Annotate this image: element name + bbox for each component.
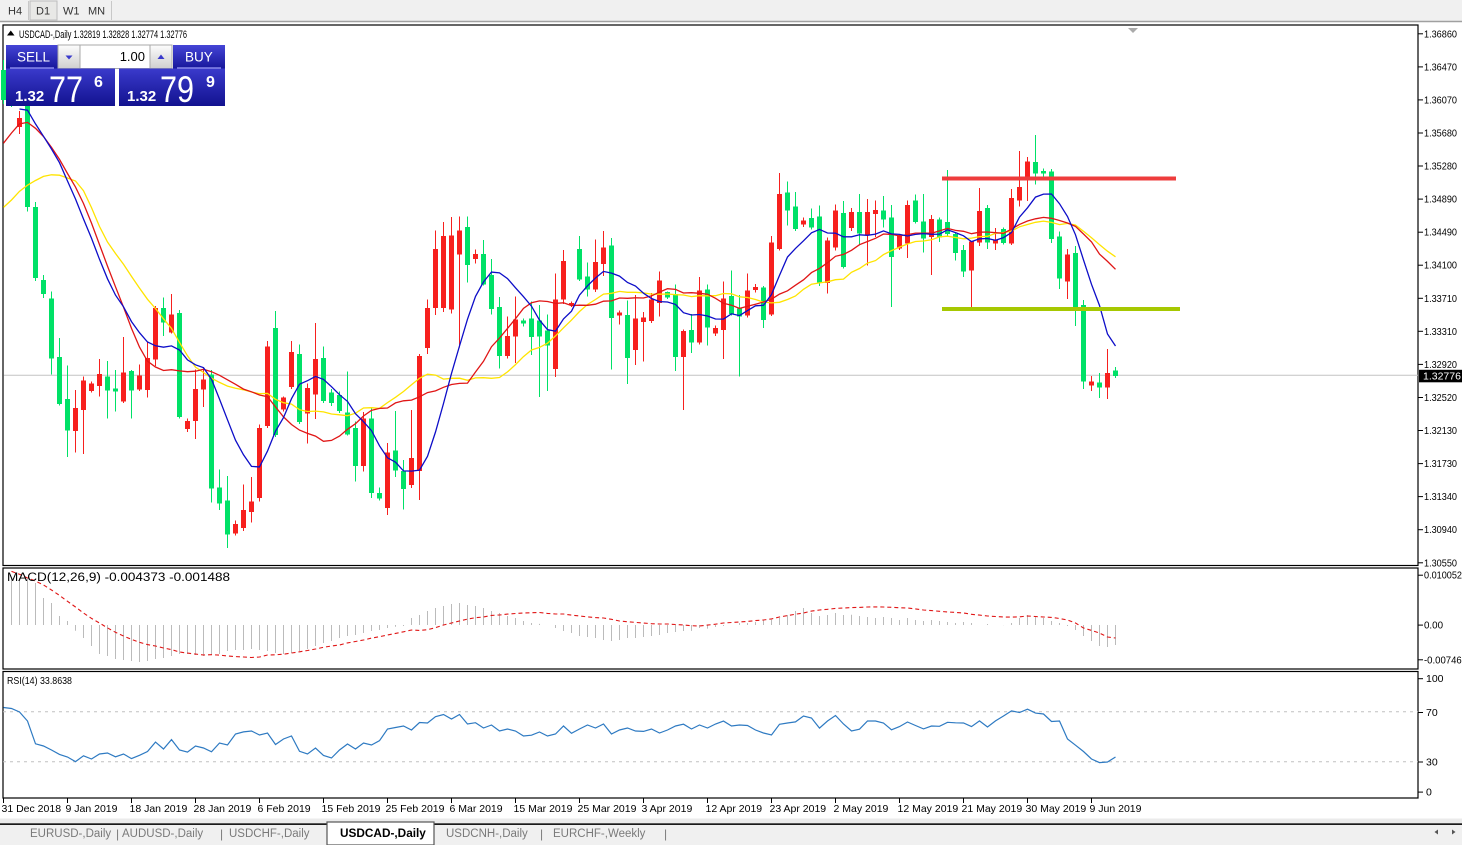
svg-text:MACD(12,26,9) -0.004373 -0.001: MACD(12,26,9) -0.004373 -0.001488 — [7, 570, 230, 584]
svg-text:23 Apr 2019: 23 Apr 2019 — [770, 803, 827, 815]
svg-text:21 May 2019: 21 May 2019 — [962, 803, 1023, 815]
svg-text:0.00: 0.00 — [1424, 620, 1443, 632]
svg-text:0.010052: 0.010052 — [1424, 570, 1462, 582]
svg-text:1.34890: 1.34890 — [1424, 194, 1457, 206]
svg-text:1.32: 1.32 — [127, 88, 156, 105]
svg-text:USDCHF-,Daily: USDCHF-,Daily — [229, 828, 310, 840]
svg-text:12 Apr 2019: 12 Apr 2019 — [706, 803, 763, 815]
svg-text:77: 77 — [49, 69, 83, 110]
svg-text:6 Mar 2019: 6 Mar 2019 — [450, 803, 503, 815]
svg-text:EURUSD-,Daily: EURUSD-,Daily — [30, 828, 111, 840]
svg-text:1.34100: 1.34100 — [1424, 260, 1457, 272]
svg-text:6: 6 — [94, 74, 103, 91]
svg-text:9 Jun 2019: 9 Jun 2019 — [1090, 803, 1142, 815]
svg-text:USDCAD-,Daily 1.32819 1.32828: USDCAD-,Daily 1.32819 1.32828 1.32774 1.… — [19, 29, 187, 41]
svg-text:0: 0 — [1426, 787, 1432, 799]
svg-text:SELL: SELL — [17, 50, 51, 65]
svg-text:25 Feb 2019: 25 Feb 2019 — [386, 803, 445, 815]
svg-text:|: | — [540, 827, 543, 841]
svg-text:1.30550: 1.30550 — [1424, 557, 1457, 569]
svg-text:9: 9 — [206, 74, 215, 91]
svg-text:AUDUSD-,Daily: AUDUSD-,Daily — [122, 828, 203, 840]
svg-text:W1: W1 — [63, 6, 80, 18]
svg-text:1.33710: 1.33710 — [1424, 293, 1457, 305]
svg-text:15 Feb 2019: 15 Feb 2019 — [322, 803, 381, 815]
svg-text:30 May 2019: 30 May 2019 — [1026, 803, 1087, 815]
svg-text:1.31340: 1.31340 — [1424, 491, 1457, 503]
svg-text:USDCNH-,Daily: USDCNH-,Daily — [446, 828, 528, 840]
svg-text:6 Feb 2019: 6 Feb 2019 — [258, 803, 311, 815]
svg-text:1.35280: 1.35280 — [1424, 161, 1457, 173]
svg-text:1.32: 1.32 — [15, 88, 44, 105]
svg-text:|: | — [220, 827, 223, 841]
svg-text:15 Mar 2019: 15 Mar 2019 — [514, 803, 573, 815]
svg-text:1.32776: 1.32776 — [1423, 371, 1461, 383]
svg-text:30: 30 — [1426, 757, 1438, 769]
svg-text:1.31730: 1.31730 — [1424, 458, 1457, 470]
svg-text:USDCAD-,Daily: USDCAD-,Daily — [340, 826, 426, 840]
svg-text:|: | — [664, 827, 667, 841]
svg-text:H4: H4 — [8, 6, 22, 18]
svg-text:1.32520: 1.32520 — [1424, 392, 1457, 404]
svg-text:MN: MN — [88, 6, 105, 18]
svg-text:1.36860: 1.36860 — [1424, 28, 1457, 40]
svg-text:D1: D1 — [36, 6, 50, 18]
svg-text:1.30940: 1.30940 — [1424, 524, 1457, 536]
svg-text:70: 70 — [1426, 707, 1438, 719]
svg-text:25 Mar 2019: 25 Mar 2019 — [578, 803, 637, 815]
svg-text:28 Jan 2019: 28 Jan 2019 — [194, 803, 252, 815]
svg-text:12 May 2019: 12 May 2019 — [898, 803, 959, 815]
svg-text:1.33310: 1.33310 — [1424, 326, 1457, 338]
svg-text:BUY: BUY — [185, 50, 213, 65]
svg-text:-0.007469: -0.007469 — [1424, 654, 1462, 666]
svg-text:1.36470: 1.36470 — [1424, 61, 1457, 73]
svg-text:1.32920: 1.32920 — [1424, 359, 1457, 371]
svg-text:EURCHF-,Weekly: EURCHF-,Weekly — [553, 828, 646, 840]
svg-text:31 Dec 2018: 31 Dec 2018 — [2, 803, 62, 815]
svg-text:9 Jan 2019: 9 Jan 2019 — [66, 803, 118, 815]
svg-text:1.00: 1.00 — [120, 49, 145, 64]
svg-text:1.32130: 1.32130 — [1424, 425, 1457, 437]
svg-text:2 May 2019: 2 May 2019 — [834, 803, 889, 815]
svg-text:RSI(14) 33.8638: RSI(14) 33.8638 — [7, 675, 72, 687]
svg-text:1.35680: 1.35680 — [1424, 128, 1457, 140]
svg-text:|: | — [116, 827, 119, 841]
svg-text:79: 79 — [160, 69, 194, 110]
svg-text:1.34490: 1.34490 — [1424, 227, 1457, 239]
svg-text:100: 100 — [1426, 673, 1444, 685]
svg-text:3 Apr 2019: 3 Apr 2019 — [642, 803, 693, 815]
svg-text:18 Jan 2019: 18 Jan 2019 — [130, 803, 188, 815]
svg-text:1.36070: 1.36070 — [1424, 94, 1457, 106]
